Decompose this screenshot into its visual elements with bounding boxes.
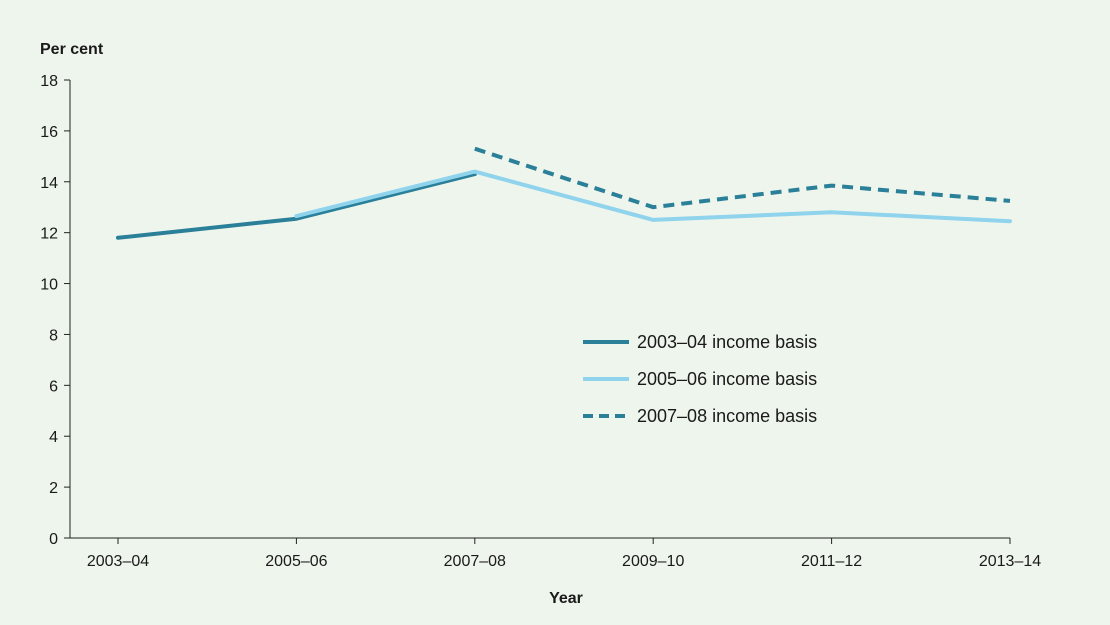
- y-axis-title: Per cent: [40, 41, 104, 58]
- y-tick-label: 6: [49, 378, 58, 395]
- y-tick-label: 14: [40, 175, 58, 192]
- y-tick-label: 4: [49, 429, 58, 446]
- series-line-1: [116, 172, 477, 240]
- series-line-3: [474, 146, 1011, 210]
- series-lines: [116, 146, 1012, 240]
- y-tick-label: 0: [49, 531, 58, 548]
- y-tick-label: 16: [40, 124, 58, 141]
- legend-label-2: 2005–06 income basis: [637, 369, 817, 389]
- y-tick-label: 2: [49, 480, 58, 497]
- x-tick-label: 2003–04: [87, 553, 149, 570]
- series-line-2: [294, 169, 1012, 224]
- y-tick-label: 10: [40, 277, 58, 294]
- x-tick-label: 2009–10: [622, 553, 684, 570]
- legend-label-1: 2003–04 income basis: [637, 332, 817, 352]
- legend-label-3: 2007–08 income basis: [637, 406, 817, 426]
- x-tick-label: 2011–12: [801, 553, 862, 570]
- x-axis-title: Year: [549, 590, 583, 607]
- legend: 2003–04 income basis 2005–06 income basis…: [583, 332, 817, 426]
- x-tick-label: 2005–06: [265, 553, 327, 570]
- x-tick-label: 2007–08: [444, 553, 506, 570]
- y-tick-label: 18: [40, 73, 58, 90]
- tick-labels: 0 2 4 6 8 10 12 14 16 18 2003–04 2005–06 2007–08 2009…: [40, 73, 1041, 570]
- axes: [64, 79, 1011, 544]
- y-tick-label: 8: [49, 327, 58, 344]
- y-tick-label: 12: [40, 226, 58, 243]
- x-tick-label: 2013–14: [979, 553, 1041, 570]
